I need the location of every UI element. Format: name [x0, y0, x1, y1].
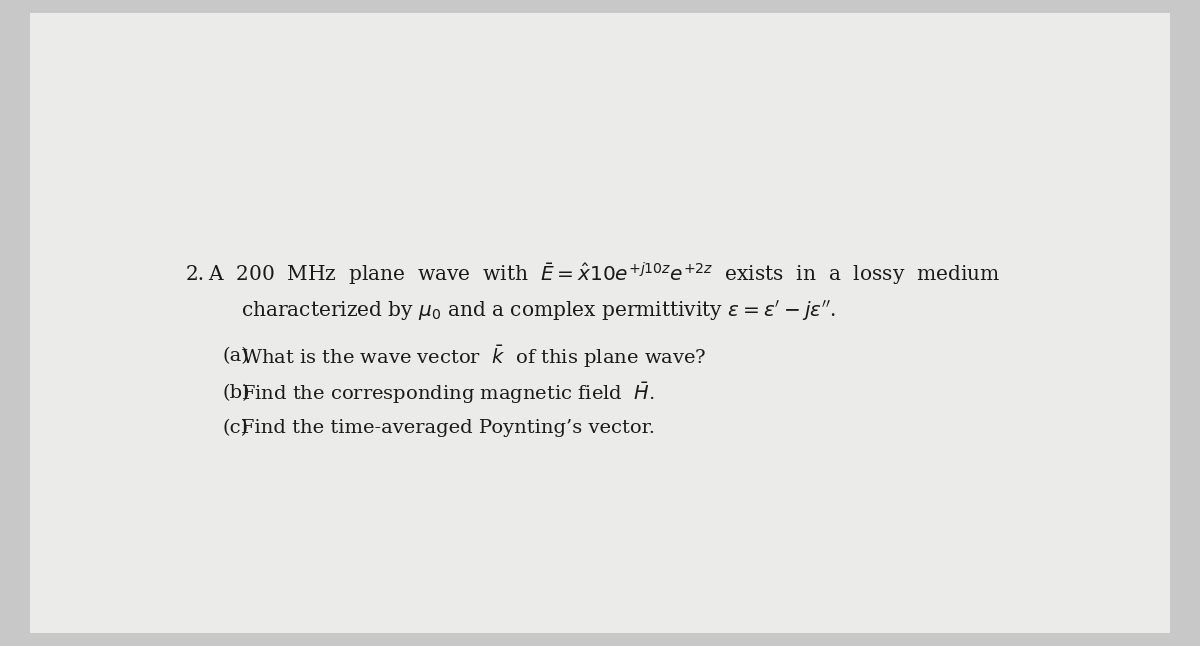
- Text: Find the corresponding magnetic field  $\bar{H}$.: Find the corresponding magnetic field $\…: [241, 380, 655, 406]
- Text: (c): (c): [222, 419, 248, 437]
- Text: 2.: 2.: [185, 264, 204, 284]
- Text: (b): (b): [222, 384, 250, 402]
- Text: A  200  MHz  plane  wave  with  $\bar{E} = \hat{x}10e^{+j10z}e^{+2z}$  exists  i: A 200 MHz plane wave with $\bar{E} = \ha…: [208, 260, 1000, 287]
- Text: (a): (a): [222, 347, 250, 365]
- Text: characterized by $\mu_0$ and a complex permittivity $\varepsilon = \varepsilon' : characterized by $\mu_0$ and a complex p…: [241, 299, 836, 324]
- Text: What is the wave vector  $\bar{k}$  of this plane wave?: What is the wave vector $\bar{k}$ of thi…: [241, 342, 707, 370]
- Text: Find the time-averaged Poynting’s vector.: Find the time-averaged Poynting’s vector…: [241, 419, 655, 437]
